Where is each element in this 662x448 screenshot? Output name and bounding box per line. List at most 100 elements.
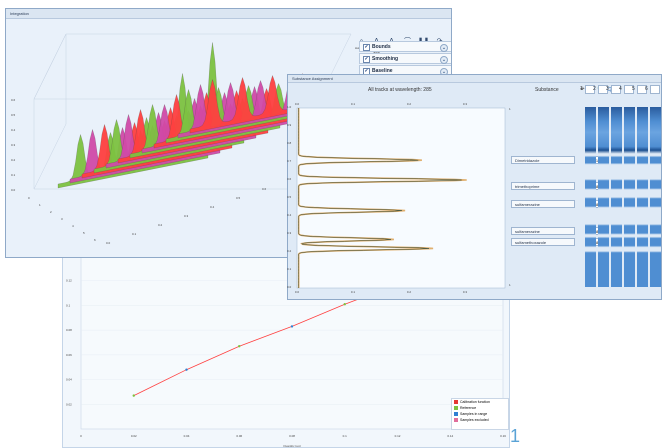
lane-checkbox[interactable] xyxy=(598,85,608,94)
expand-icon[interactable]: ⌄ xyxy=(440,56,448,64)
lane-checkbox[interactable] xyxy=(611,85,621,94)
substance-label[interactable]: sulfamethoxazole xyxy=(511,238,575,246)
x-tick-label: 0.08 xyxy=(289,434,295,438)
x-tick-label: 0.5 xyxy=(236,196,241,200)
pointer-icon[interactable]: ⌖ xyxy=(580,84,585,93)
x-tick-label: 0.04 xyxy=(184,434,190,438)
bottom-axis-label: 0.2 xyxy=(407,290,412,294)
track-lane[interactable] xyxy=(598,107,609,287)
y-tick-label: 0.0 xyxy=(11,188,16,192)
y-tick-label: 0.1 xyxy=(11,173,16,177)
substance-label[interactable]: sulfamerazine xyxy=(511,227,575,235)
x-tick-label: 0.14 xyxy=(447,434,453,438)
depth-tick-label: 2 xyxy=(50,210,52,214)
track-lane[interactable] xyxy=(585,107,596,287)
top-axis-label: 0.2 xyxy=(407,102,412,106)
panel-smoothing[interactable]: ✓ Smoothing ⌄ xyxy=(359,53,451,64)
data-point xyxy=(132,394,135,397)
x-tick-label: 0.2 xyxy=(158,223,163,227)
rf-tick-label: 0.5 xyxy=(287,195,292,199)
data-point xyxy=(185,368,188,371)
panel-bounds[interactable]: ✓ Bounds ⌄ xyxy=(359,41,451,52)
y-tick-label: 0.08 xyxy=(66,328,72,332)
calibration-legend: Calibration function Reference Samples i… xyxy=(451,398,509,430)
lane-number: 5 xyxy=(632,86,635,92)
x-tick-label: 0.4 xyxy=(210,205,215,209)
rf-tick-label: 1.0 xyxy=(287,105,292,109)
rf-tick-label: 0.7 xyxy=(287,159,292,163)
y-tick-label: 0.5 xyxy=(11,113,16,117)
data-point xyxy=(238,345,241,348)
check-icon[interactable]: ✓ xyxy=(363,56,370,63)
track-lane[interactable] xyxy=(650,107,661,287)
right-axis-label: 1 xyxy=(509,107,511,111)
legend-item: Samples excluded xyxy=(452,417,508,423)
y-tick-label: 0.06 xyxy=(66,353,72,357)
substance-label[interactable]: Dimetridazole xyxy=(511,156,575,164)
depth-tick-label: 4 xyxy=(72,224,74,228)
bottom-axis-label: 0.0 xyxy=(295,290,300,294)
track-lane[interactable] xyxy=(611,107,622,287)
x-tick-label: 0.16 xyxy=(500,434,506,438)
lane-number: 3 xyxy=(606,86,609,92)
y-tick-label: 0.3 xyxy=(11,143,16,147)
y-tick-label: 0.4 xyxy=(11,128,16,132)
x-tick-label: 0.0 xyxy=(106,241,111,245)
bottom-axis-label: 0.3 xyxy=(463,290,468,294)
right-axis-label: 1 xyxy=(509,283,511,287)
lane-number: 1 xyxy=(580,86,583,92)
check-icon[interactable]: ✓ xyxy=(363,44,370,51)
substance-plot: 0.0 0.1 0.2 0.3 0.4 0.5 0.6 0.7 0.8 0.9 1.0 0.0 0.1… xyxy=(287,102,511,294)
lane-checkbox[interactable] xyxy=(637,85,647,94)
x-tick-label: 0.1 xyxy=(132,232,137,236)
data-point xyxy=(343,302,346,306)
top-axis-label: 0.3 xyxy=(463,102,468,106)
depth-tick-label: 1 xyxy=(39,203,41,207)
data-point xyxy=(290,325,294,328)
depth-tick-label: 0 xyxy=(28,196,30,200)
rf-tick-label: 0.1 xyxy=(287,267,292,271)
depth-tick-label: 3 xyxy=(61,217,63,221)
page-number: 1 xyxy=(510,426,521,446)
track-line xyxy=(298,108,462,288)
integration-toolbar: ⌕Autoselect ⋀Dissolve area ⋀Shapemap ⌒Me… xyxy=(355,21,449,54)
substance-label[interactable]: sulfamerazine xyxy=(511,200,575,208)
x-tick-label: 0.02 xyxy=(131,434,137,438)
lane-checkbox[interactable] xyxy=(650,85,660,94)
lane-number: 6 xyxy=(645,86,648,92)
lane-checkbox[interactable] xyxy=(624,85,634,94)
depth-tick-label: 5 xyxy=(83,231,85,235)
rf-tick-label: 0.0 xyxy=(287,285,292,289)
window-title: Substance Assignment xyxy=(288,75,661,83)
x-tick-label: 0.1 xyxy=(343,434,348,438)
calibration-xlabel: Quantity (µg) xyxy=(283,444,300,448)
expand-icon[interactable]: ⌄ xyxy=(440,44,448,52)
rf-tick-label: 0.4 xyxy=(287,213,292,217)
y-tick-label: 0.6 xyxy=(11,98,16,102)
track-lane[interactable] xyxy=(624,107,635,287)
y-tick-label: 0.1 xyxy=(66,303,71,307)
y-tick-label: 0.12 xyxy=(66,279,72,283)
lane-checkbox[interactable] xyxy=(585,85,595,94)
lane-number: 2 xyxy=(593,86,596,92)
substance-side-title: Substance xyxy=(535,87,559,93)
swap-icon[interactable]: ⇆ xyxy=(605,84,613,93)
x-tick-label: 0.3 xyxy=(184,214,189,218)
substance-label[interactable]: trimethoprime xyxy=(511,182,575,190)
legend-item: Samples in range xyxy=(452,411,508,417)
window-title: Integration xyxy=(6,9,451,19)
top-axis-label: 0.0 xyxy=(295,102,300,106)
lane-number: 4 xyxy=(619,86,622,92)
track-lane[interactable] xyxy=(637,107,648,287)
rf-tick-label: 0.2 xyxy=(287,249,292,253)
substance-chart-title: All tracks at wavelength: 285 xyxy=(368,87,432,93)
y-tick-label: 0.2 xyxy=(11,158,16,162)
top-axis-label: 0.1 xyxy=(351,102,356,106)
rf-tick-label: 0.6 xyxy=(287,177,292,181)
rf-tick-label: 0.9 xyxy=(287,123,292,127)
bottom-axis-label: 0.1 xyxy=(351,290,356,294)
x-tick-label: 0.12 xyxy=(395,434,401,438)
x-tick-label: 0.06 xyxy=(236,434,242,438)
depth-tick-label: 6 xyxy=(94,238,96,242)
x-tick-label: 0 xyxy=(80,434,82,438)
